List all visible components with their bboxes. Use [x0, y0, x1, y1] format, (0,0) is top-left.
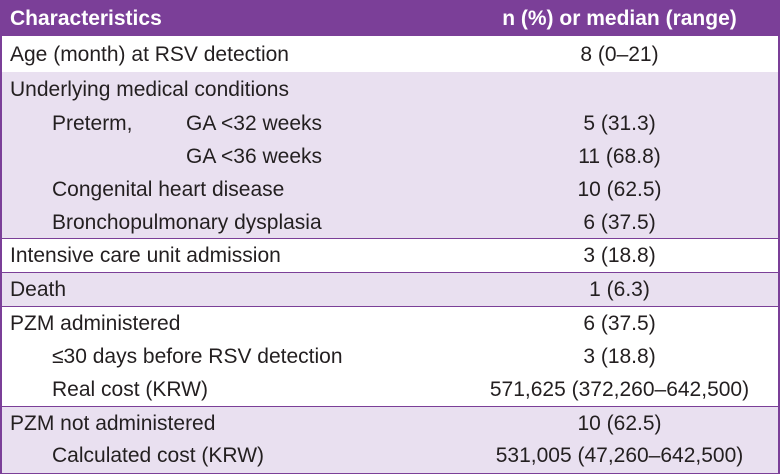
row-label-calculated-cost: Calculated cost (KRW) — [52, 444, 265, 467]
row-value: 531,005 (47,260–642,500) — [495, 444, 744, 467]
header-characteristics: Characteristics — [10, 7, 162, 30]
table-header: Characteristics n (%) or median (range) — [2, 2, 778, 36]
row-label-preterm: Preterm, — [52, 112, 133, 135]
row-value: 10 (62.5) — [577, 412, 662, 435]
row-value: 5 (31.3) — [583, 112, 656, 135]
row-label-30-days: ≤30 days before RSV detection — [52, 345, 343, 368]
row-label-bronchopulmonary: Bronchopulmonary dysplasia — [52, 211, 322, 234]
row-value: 6 (37.5) — [583, 312, 656, 335]
row-value: 11 (68.8) — [578, 145, 661, 168]
row-label: Underlying medical conditions — [10, 78, 289, 101]
row-value: 1 (6.3) — [589, 278, 650, 301]
row-label: Intensive care unit admission — [10, 244, 281, 267]
row-sublabel-ga-36: GA <36 weeks — [186, 145, 322, 168]
table-group-pzm-not-administered: PZM not administered 10 (62.5) Calculate… — [2, 406, 778, 473]
row-label-real-cost: Real cost (KRW) — [52, 378, 208, 401]
table-row-icu: Intensive care unit admission 3 (18.8) — [2, 238, 778, 272]
table-group-underlying-conditions: Underlying medical conditions Preterm, G… — [2, 72, 778, 238]
row-value: 6 (37.5) — [583, 211, 656, 234]
row-label: Age (month) at RSV detection — [10, 43, 289, 66]
row-label: Death — [10, 278, 67, 301]
row-value: 10 (62.5) — [577, 178, 662, 201]
row-sublabel-ga-32: GA <32 weeks — [186, 112, 322, 135]
row-label-congenital-heart: Congenital heart disease — [52, 178, 285, 201]
row-value: 8 (0–21) — [580, 43, 659, 66]
row-value: 3 (18.8) — [583, 345, 656, 368]
table-group-pzm-administered: PZM administered 6 (37.5) ≤30 days befor… — [2, 306, 778, 406]
table-row-death: Death 1 (6.3) — [2, 272, 778, 306]
row-value: 3 (18.8) — [583, 244, 656, 267]
row-label: PZM not administered — [10, 412, 216, 435]
row-value: 571,625 (372,260–642,500) — [489, 378, 750, 401]
row-label: PZM administered — [10, 312, 181, 335]
table-row-age: Age (month) at RSV detection 8 (0–21) — [2, 36, 778, 72]
header-n-percent-median-range: n (%) or median (range) — [502, 7, 737, 30]
